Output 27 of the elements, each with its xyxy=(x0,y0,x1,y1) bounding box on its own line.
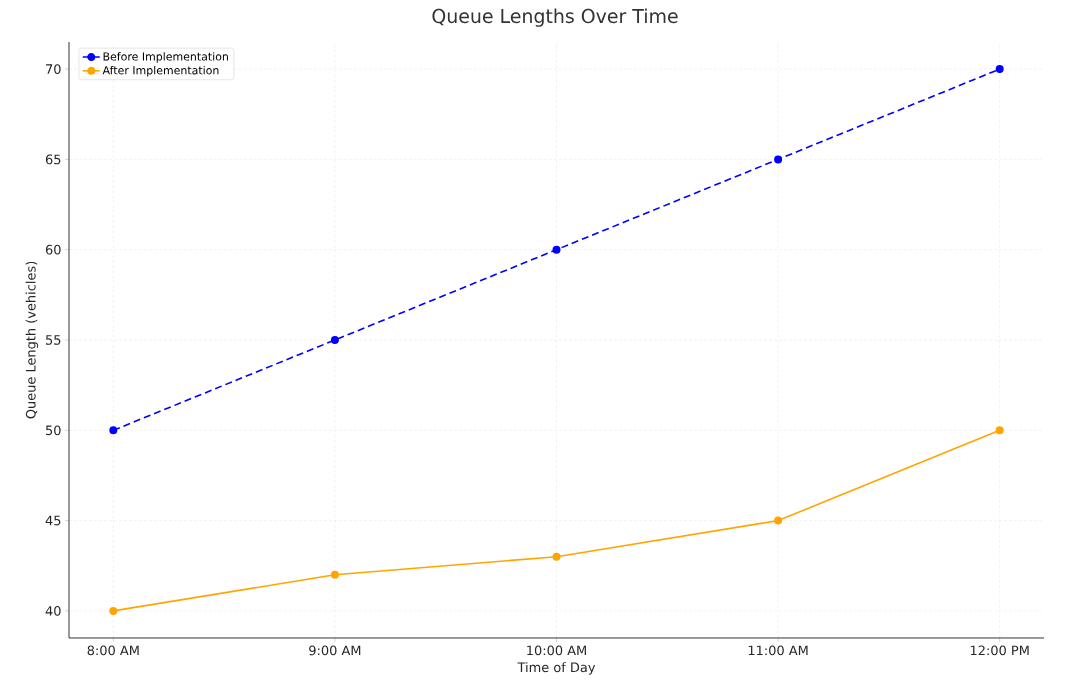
y-tick-label: 40 xyxy=(45,606,61,616)
y-tick-label: 70 xyxy=(46,64,61,74)
y-tick-label: 65 xyxy=(45,154,61,165)
x-axis-title: Time of Day xyxy=(517,662,596,675)
y-tick-label: 60 xyxy=(45,244,61,255)
x-tick-label: 12:00 PM xyxy=(970,645,1029,656)
x-tick-label: 8:00 AM xyxy=(87,645,139,656)
legend-label: After Implementation xyxy=(102,65,219,77)
legend-label: Before Implementation xyxy=(103,52,228,63)
x-tick-label: 11:00 AM xyxy=(748,645,808,656)
point xyxy=(774,516,783,525)
chart-title: Queue Lengths Over Time xyxy=(432,8,678,27)
point xyxy=(109,606,118,615)
point xyxy=(774,155,783,164)
y-axis-title: Queue Length (vehicles) xyxy=(25,261,39,419)
y-tick-label: 45 xyxy=(45,515,61,526)
point xyxy=(552,245,561,254)
point xyxy=(552,552,561,561)
point xyxy=(330,570,339,579)
y-tick-label: 55 xyxy=(46,335,61,345)
x-tick-label: 9:00 AM xyxy=(309,645,361,656)
x-tick-label: 10:00 AM xyxy=(527,645,586,656)
point xyxy=(995,65,1004,74)
point xyxy=(330,335,339,344)
y-tick-label: 50 xyxy=(46,425,61,436)
point xyxy=(995,426,1004,435)
point xyxy=(109,426,118,435)
